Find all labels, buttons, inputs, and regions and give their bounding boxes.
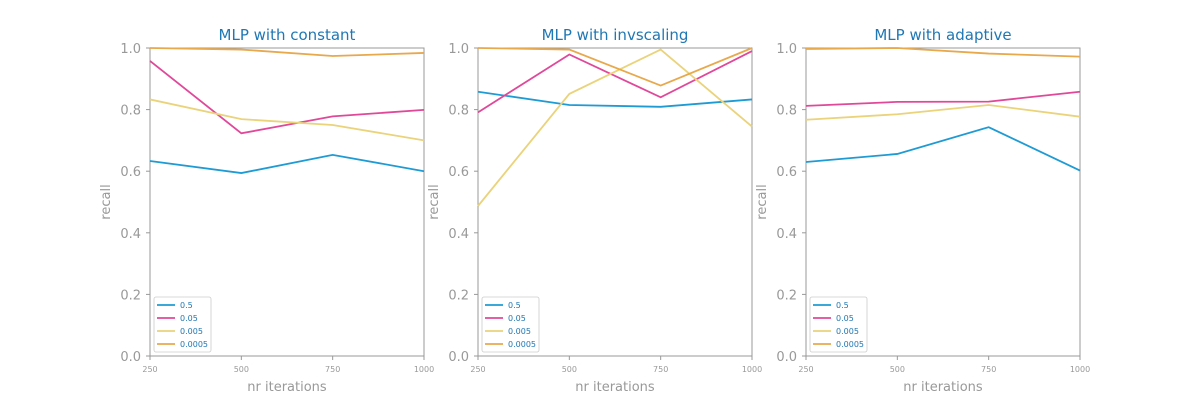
chart-title: MLP with invscaling xyxy=(542,26,689,44)
legend-entry: 0.5 xyxy=(836,301,849,310)
plot-frame xyxy=(805,47,1081,357)
x-tick-label: 750 xyxy=(653,365,668,374)
x-tick-label: 250 xyxy=(798,365,813,374)
series-line-0.05 xyxy=(149,60,425,135)
y-tick-label: 1.0 xyxy=(120,42,141,57)
y-tick-label: 0.2 xyxy=(776,288,797,303)
y-tick-label: 0.2 xyxy=(120,288,141,303)
x-tick-label: 250 xyxy=(470,365,485,374)
x-tick-label: 250 xyxy=(142,365,157,374)
y-tick-label: 1.0 xyxy=(448,42,469,57)
y-tick-label: 0.8 xyxy=(448,104,469,119)
legend-entry: 0.05 xyxy=(836,314,854,323)
x-tick-label: 750 xyxy=(981,365,996,374)
series-line-0.05 xyxy=(805,90,1081,107)
y-tick-label: 0.6 xyxy=(776,165,797,180)
chart-title: MLP with constant xyxy=(219,26,356,44)
x-axis-label: nr iterations xyxy=(903,380,983,395)
legend-entry: 0.005 xyxy=(836,327,859,336)
series-line-0.5 xyxy=(149,153,425,174)
y-tick-label: 0.8 xyxy=(120,104,141,119)
y-axis-label: recall xyxy=(755,184,770,219)
x-tick-label: 500 xyxy=(890,365,905,374)
y-tick-label: 0.0 xyxy=(776,350,797,365)
subplot-1: MLP with constant 0.0 0.2 0.4 0.6 0.8 1.0 250 50… xyxy=(99,26,434,395)
legend-entry: 0.05 xyxy=(180,314,198,323)
x-tick-label: 750 xyxy=(325,365,340,374)
legend-entry: 0.0005 xyxy=(508,340,536,349)
x-axis-label: nr iterations xyxy=(247,380,327,395)
legend-entry: 0.005 xyxy=(508,327,531,336)
plot-frame xyxy=(149,47,425,357)
y-tick-label: 0.6 xyxy=(120,165,141,180)
series-line-0.5 xyxy=(477,90,753,108)
series-line-0.5 xyxy=(805,126,1081,172)
y-tick-label: 0.0 xyxy=(120,350,141,365)
legend: 0.5 0.05 0.005 0.0005 xyxy=(153,296,212,353)
y-tick-label: 0.4 xyxy=(120,227,141,242)
series-line-0.05 xyxy=(477,50,753,114)
x-axis-label: nr iterations xyxy=(575,380,655,395)
y-tick-label: 0.0 xyxy=(448,350,469,365)
legend-entry: 0.5 xyxy=(180,301,193,310)
series-line-0.0005 xyxy=(477,47,753,87)
y-tick-label: 0.6 xyxy=(448,165,469,180)
y-axis-label: recall xyxy=(99,184,114,219)
x-tick-label: 500 xyxy=(562,365,577,374)
series-line-0.0005 xyxy=(149,47,425,57)
legend-entry: 0.05 xyxy=(508,314,526,323)
subplot-2: MLP with invscaling 0.0 0.2 0.4 0.6 0.8 1.0 250… xyxy=(427,26,762,395)
legend-entry: 0.005 xyxy=(180,327,203,336)
series-line-0.0005 xyxy=(805,47,1081,58)
y-tick-label: 0.2 xyxy=(448,288,469,303)
legend-box xyxy=(809,296,868,353)
legend-entry: 0.0005 xyxy=(836,340,864,349)
series-line-0.005 xyxy=(149,98,425,142)
legend: 0.5 0.05 0.005 0.0005 xyxy=(481,296,540,353)
x-tick-label: 1000 xyxy=(414,365,434,374)
legend-box xyxy=(153,296,212,353)
y-tick-label: 1.0 xyxy=(776,42,797,57)
plot-frame xyxy=(477,47,753,357)
x-tick-label: 1000 xyxy=(1070,365,1090,374)
legend-box xyxy=(481,296,540,353)
y-tick-label: 0.4 xyxy=(448,227,469,242)
legend-entry: 0.5 xyxy=(508,301,521,310)
y-tick-label: 0.4 xyxy=(776,227,797,242)
legend-entry: 0.0005 xyxy=(180,340,208,349)
series-line-0.005 xyxy=(477,48,753,207)
chart-title: MLP with adaptive xyxy=(874,26,1011,44)
series-line-0.005 xyxy=(805,104,1081,121)
y-axis-label: recall xyxy=(427,184,442,219)
x-tick-label: 500 xyxy=(234,365,249,374)
legend: 0.5 0.05 0.005 0.0005 xyxy=(809,296,868,353)
subplot-3: MLP with adaptive 0.0 0.2 0.4 0.6 0.8 1.0 250 50… xyxy=(755,26,1090,395)
y-tick-label: 0.8 xyxy=(776,104,797,119)
x-tick-label: 1000 xyxy=(742,365,762,374)
